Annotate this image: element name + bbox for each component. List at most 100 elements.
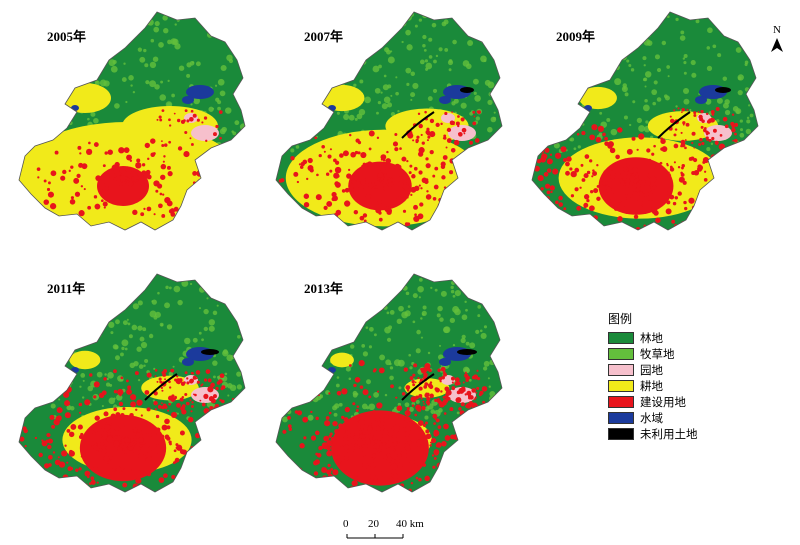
builtup-patch <box>348 364 352 367</box>
water-reservoir <box>584 105 592 111</box>
grassland-patch <box>139 336 145 342</box>
builtup-patch <box>138 437 144 443</box>
grassland-patch <box>428 37 433 42</box>
builtup-patch <box>180 406 185 411</box>
grassland-patch <box>154 21 160 27</box>
builtup-core <box>348 161 412 211</box>
grassland-patch <box>645 18 652 25</box>
grassland-patch <box>301 305 306 311</box>
grassland-patch <box>503 92 509 98</box>
builtup-patch <box>341 388 348 395</box>
builtup-patch <box>77 145 82 150</box>
builtup-patch <box>341 189 346 193</box>
grassland-patch <box>19 65 22 72</box>
builtup-patch <box>173 449 177 453</box>
builtup-patch <box>544 147 550 153</box>
grassland-patch <box>497 18 500 22</box>
builtup-patch <box>205 139 208 142</box>
grassland-patch <box>137 378 141 382</box>
grassland-patch <box>20 293 28 301</box>
grassland-patch <box>488 385 491 388</box>
builtup-patch <box>468 401 474 406</box>
builtup-patch <box>734 181 738 185</box>
grassland-patch <box>111 12 119 18</box>
builtup-patch <box>179 378 183 383</box>
builtup-patch <box>47 191 54 198</box>
unused-land <box>460 87 474 93</box>
builtup-patch <box>430 437 437 444</box>
builtup-patch <box>189 116 194 122</box>
grassland-patch <box>452 39 457 45</box>
builtup-patch <box>34 436 38 440</box>
grassland-patch <box>532 152 535 155</box>
builtup-patch <box>361 434 366 439</box>
builtup-patch <box>299 165 304 169</box>
builtup-patch <box>123 147 130 154</box>
grassland-patch <box>683 98 690 105</box>
builtup-patch <box>321 144 325 149</box>
builtup-patch <box>468 413 472 417</box>
builtup-patch <box>628 164 633 169</box>
builtup-patch <box>446 138 452 143</box>
builtup-patch <box>235 489 238 492</box>
builtup-patch <box>107 149 113 155</box>
builtup-patch <box>90 441 95 446</box>
grassland-patch <box>71 64 76 69</box>
grassland-patch <box>409 366 413 370</box>
builtup-patch <box>445 472 450 478</box>
builtup-patch <box>422 495 426 499</box>
builtup-patch <box>113 407 118 412</box>
builtup-patch <box>605 186 609 190</box>
river-line <box>657 111 691 139</box>
builtup-patch <box>699 117 704 122</box>
builtup-patch <box>128 446 133 451</box>
builtup-patch <box>192 171 197 176</box>
builtup-patch <box>634 178 638 183</box>
builtup-patch <box>596 196 601 201</box>
builtup-patch <box>352 402 356 406</box>
builtup-patch <box>701 141 705 146</box>
builtup-patch <box>680 142 686 148</box>
builtup-patch <box>183 482 189 488</box>
builtup-patch <box>96 481 99 484</box>
builtup-patch <box>394 147 399 152</box>
grassland-patch <box>263 60 269 66</box>
grassland-patch <box>282 295 287 300</box>
grassland-patch <box>379 354 386 361</box>
grassland-patch <box>416 329 421 335</box>
builtup-patch <box>307 157 313 164</box>
grassland-patch <box>345 366 351 372</box>
builtup-patch <box>198 419 202 424</box>
builtup-patch <box>731 113 735 116</box>
grassland-patch <box>329 316 335 322</box>
builtup-patch <box>177 146 183 151</box>
grassland-patch <box>208 319 216 326</box>
builtup-patch <box>739 176 744 182</box>
builtup-patch <box>69 449 73 454</box>
builtup-patch <box>724 124 729 129</box>
grassland-patch <box>176 412 179 415</box>
grassland-patch <box>487 81 495 89</box>
builtup-patch <box>136 197 140 201</box>
builtup-patch <box>84 470 91 477</box>
grassland-patch <box>496 291 501 296</box>
builtup-patch <box>410 396 417 403</box>
builtup-patch <box>581 131 586 136</box>
builtup-patch <box>411 404 415 407</box>
builtup-patch <box>393 424 400 431</box>
builtup-patch <box>189 137 192 140</box>
grassland-patch <box>404 310 411 317</box>
builtup-patch <box>159 380 163 384</box>
grassland-patch <box>624 19 628 23</box>
builtup-patch <box>5 406 8 410</box>
builtup-patch <box>276 195 279 200</box>
builtup-patch <box>205 369 211 374</box>
builtup-patch <box>306 177 309 181</box>
builtup-patch <box>159 118 163 122</box>
builtup-patch <box>134 371 139 376</box>
builtup-patch <box>449 407 454 412</box>
grassland-patch <box>227 394 230 397</box>
grassland-patch <box>224 12 230 17</box>
builtup-patch <box>481 386 488 392</box>
grassland-patch <box>121 346 125 351</box>
